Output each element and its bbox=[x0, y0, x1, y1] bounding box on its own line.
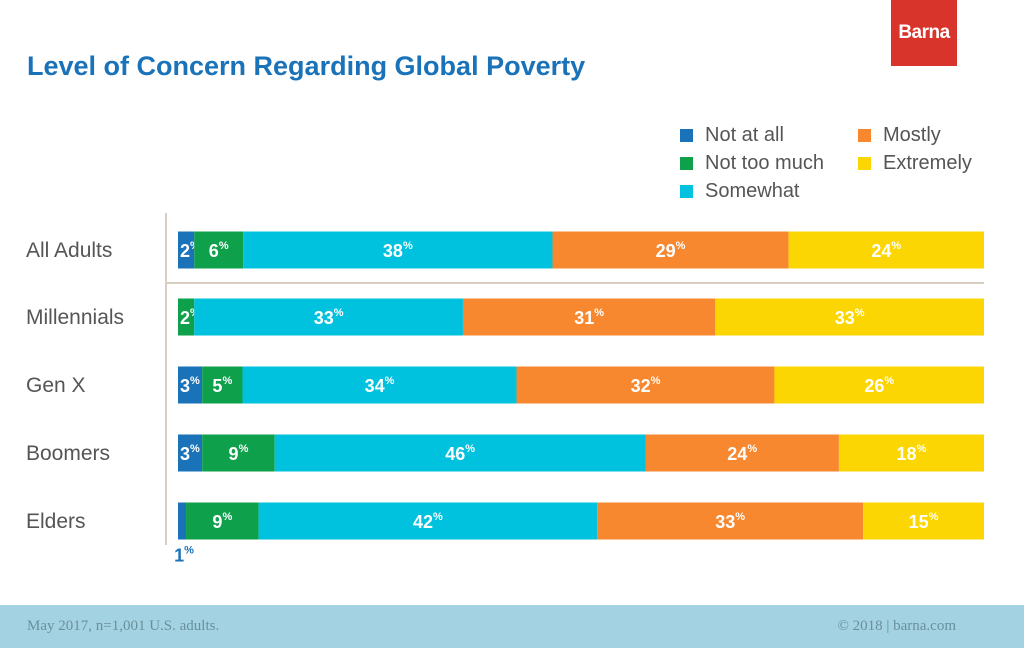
footer-bar: May 2017, n=1,001 U.S. adults. © 2018 | … bbox=[0, 605, 1024, 648]
legend-item-extremely: Extremely bbox=[858, 152, 972, 175]
bar-boomers-extremely bbox=[838, 434, 984, 472]
barna-logo: Barna bbox=[891, 0, 957, 66]
bar-all-adults-extremely bbox=[788, 231, 984, 269]
legend-swatch bbox=[858, 129, 871, 142]
bar-gen-x-mostly bbox=[516, 366, 775, 404]
legend-label: Somewhat bbox=[705, 180, 800, 202]
bar-gen-x-extremely bbox=[774, 366, 984, 404]
bar-elders-mostly bbox=[597, 502, 864, 540]
bar-boomers-somewhat bbox=[274, 434, 646, 472]
bar-elders-not-at-all bbox=[178, 502, 187, 540]
chart-title: Level of Concern Regarding Global Povert… bbox=[27, 51, 586, 81]
bar-elders-extremely bbox=[863, 502, 984, 540]
bar-elders-somewhat bbox=[258, 502, 598, 540]
legend-label: Mostly bbox=[883, 124, 941, 146]
bar-boomers-not-at-all bbox=[178, 434, 203, 472]
bar-all-adults-not-too-much bbox=[194, 231, 244, 269]
legend-label: Not at all bbox=[705, 124, 784, 146]
legend-swatch bbox=[680, 129, 693, 142]
bar-millennials-extremely bbox=[715, 298, 984, 336]
legend-item-not-too-much: Not too much bbox=[680, 152, 824, 175]
category-label-gen-x: Gen X bbox=[26, 374, 86, 397]
bar-all-adults-not-at-all bbox=[178, 231, 195, 269]
bar-all-adults-somewhat bbox=[243, 231, 553, 269]
category-label-millennials: Millennials bbox=[26, 306, 124, 329]
bar-millennials-somewhat bbox=[194, 298, 463, 336]
legend-item-somewhat: Somewhat bbox=[680, 180, 800, 203]
legend-label: Not too much bbox=[705, 152, 824, 174]
data-label-elders-not-at-all: 1% bbox=[174, 545, 194, 566]
bar-gen-x-not-too-much bbox=[202, 366, 243, 404]
chart-legend: Not at all Not too much Somewhat Mostly … bbox=[680, 124, 1000, 208]
bar-boomers-not-too-much bbox=[202, 434, 275, 472]
bar-boomers-mostly bbox=[645, 434, 839, 472]
bar-gen-x-somewhat bbox=[242, 366, 517, 404]
bar-gen-x-not-at-all bbox=[178, 366, 203, 404]
legend-item-not-at-all: Not at all bbox=[680, 124, 784, 147]
stacked-bar-chart: All Adults2%6%38%29%24%Millennials2%33%3… bbox=[26, 213, 984, 566]
legend-label: Extremely bbox=[883, 152, 972, 174]
bar-elders-not-too-much bbox=[186, 502, 259, 540]
category-label-boomers: Boomers bbox=[26, 442, 110, 465]
category-label-elders: Elders bbox=[26, 510, 86, 533]
footer-note: May 2017, n=1,001 U.S. adults. bbox=[27, 618, 220, 634]
bar-millennials-mostly bbox=[462, 298, 716, 336]
footer-copyright: © 2018 | barna.com bbox=[837, 618, 956, 634]
legend-swatch bbox=[680, 157, 693, 170]
bar-all-adults-mostly bbox=[552, 231, 789, 269]
legend-item-mostly: Mostly bbox=[858, 124, 941, 147]
legend-swatch bbox=[858, 157, 871, 170]
bar-millennials-not-too-much bbox=[178, 298, 195, 336]
legend-swatch bbox=[680, 185, 693, 198]
category-label-all-adults: All Adults bbox=[26, 239, 112, 262]
